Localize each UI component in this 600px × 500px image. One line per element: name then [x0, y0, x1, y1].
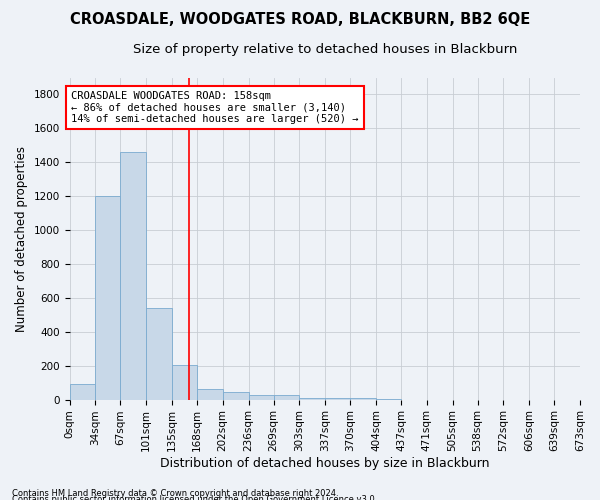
- Text: CROASDALE, WOODGATES ROAD, BLACKBURN, BB2 6QE: CROASDALE, WOODGATES ROAD, BLACKBURN, BB…: [70, 12, 530, 28]
- Bar: [350, 398, 376, 400]
- Text: Contains HM Land Registry data © Crown copyright and database right 2024.: Contains HM Land Registry data © Crown c…: [12, 488, 338, 498]
- Bar: [299, 398, 325, 400]
- Bar: [95, 196, 121, 400]
- Y-axis label: Number of detached properties: Number of detached properties: [15, 146, 28, 332]
- Bar: [376, 398, 401, 400]
- Bar: [197, 388, 223, 400]
- Text: Contains public sector information licensed under the Open Government Licence v3: Contains public sector information licen…: [12, 495, 377, 500]
- Bar: [70, 384, 95, 400]
- Text: CROASDALE WOODGATES ROAD: 158sqm
← 86% of detached houses are smaller (3,140)
14: CROASDALE WOODGATES ROAD: 158sqm ← 86% o…: [71, 91, 359, 124]
- Title: Size of property relative to detached houses in Blackburn: Size of property relative to detached ho…: [133, 42, 517, 56]
- Bar: [146, 308, 172, 400]
- Bar: [274, 396, 299, 400]
- Bar: [121, 152, 146, 400]
- X-axis label: Distribution of detached houses by size in Blackburn: Distribution of detached houses by size …: [160, 457, 490, 470]
- Bar: [248, 394, 274, 400]
- Bar: [325, 398, 350, 400]
- Bar: [172, 365, 197, 400]
- Bar: [223, 392, 248, 400]
